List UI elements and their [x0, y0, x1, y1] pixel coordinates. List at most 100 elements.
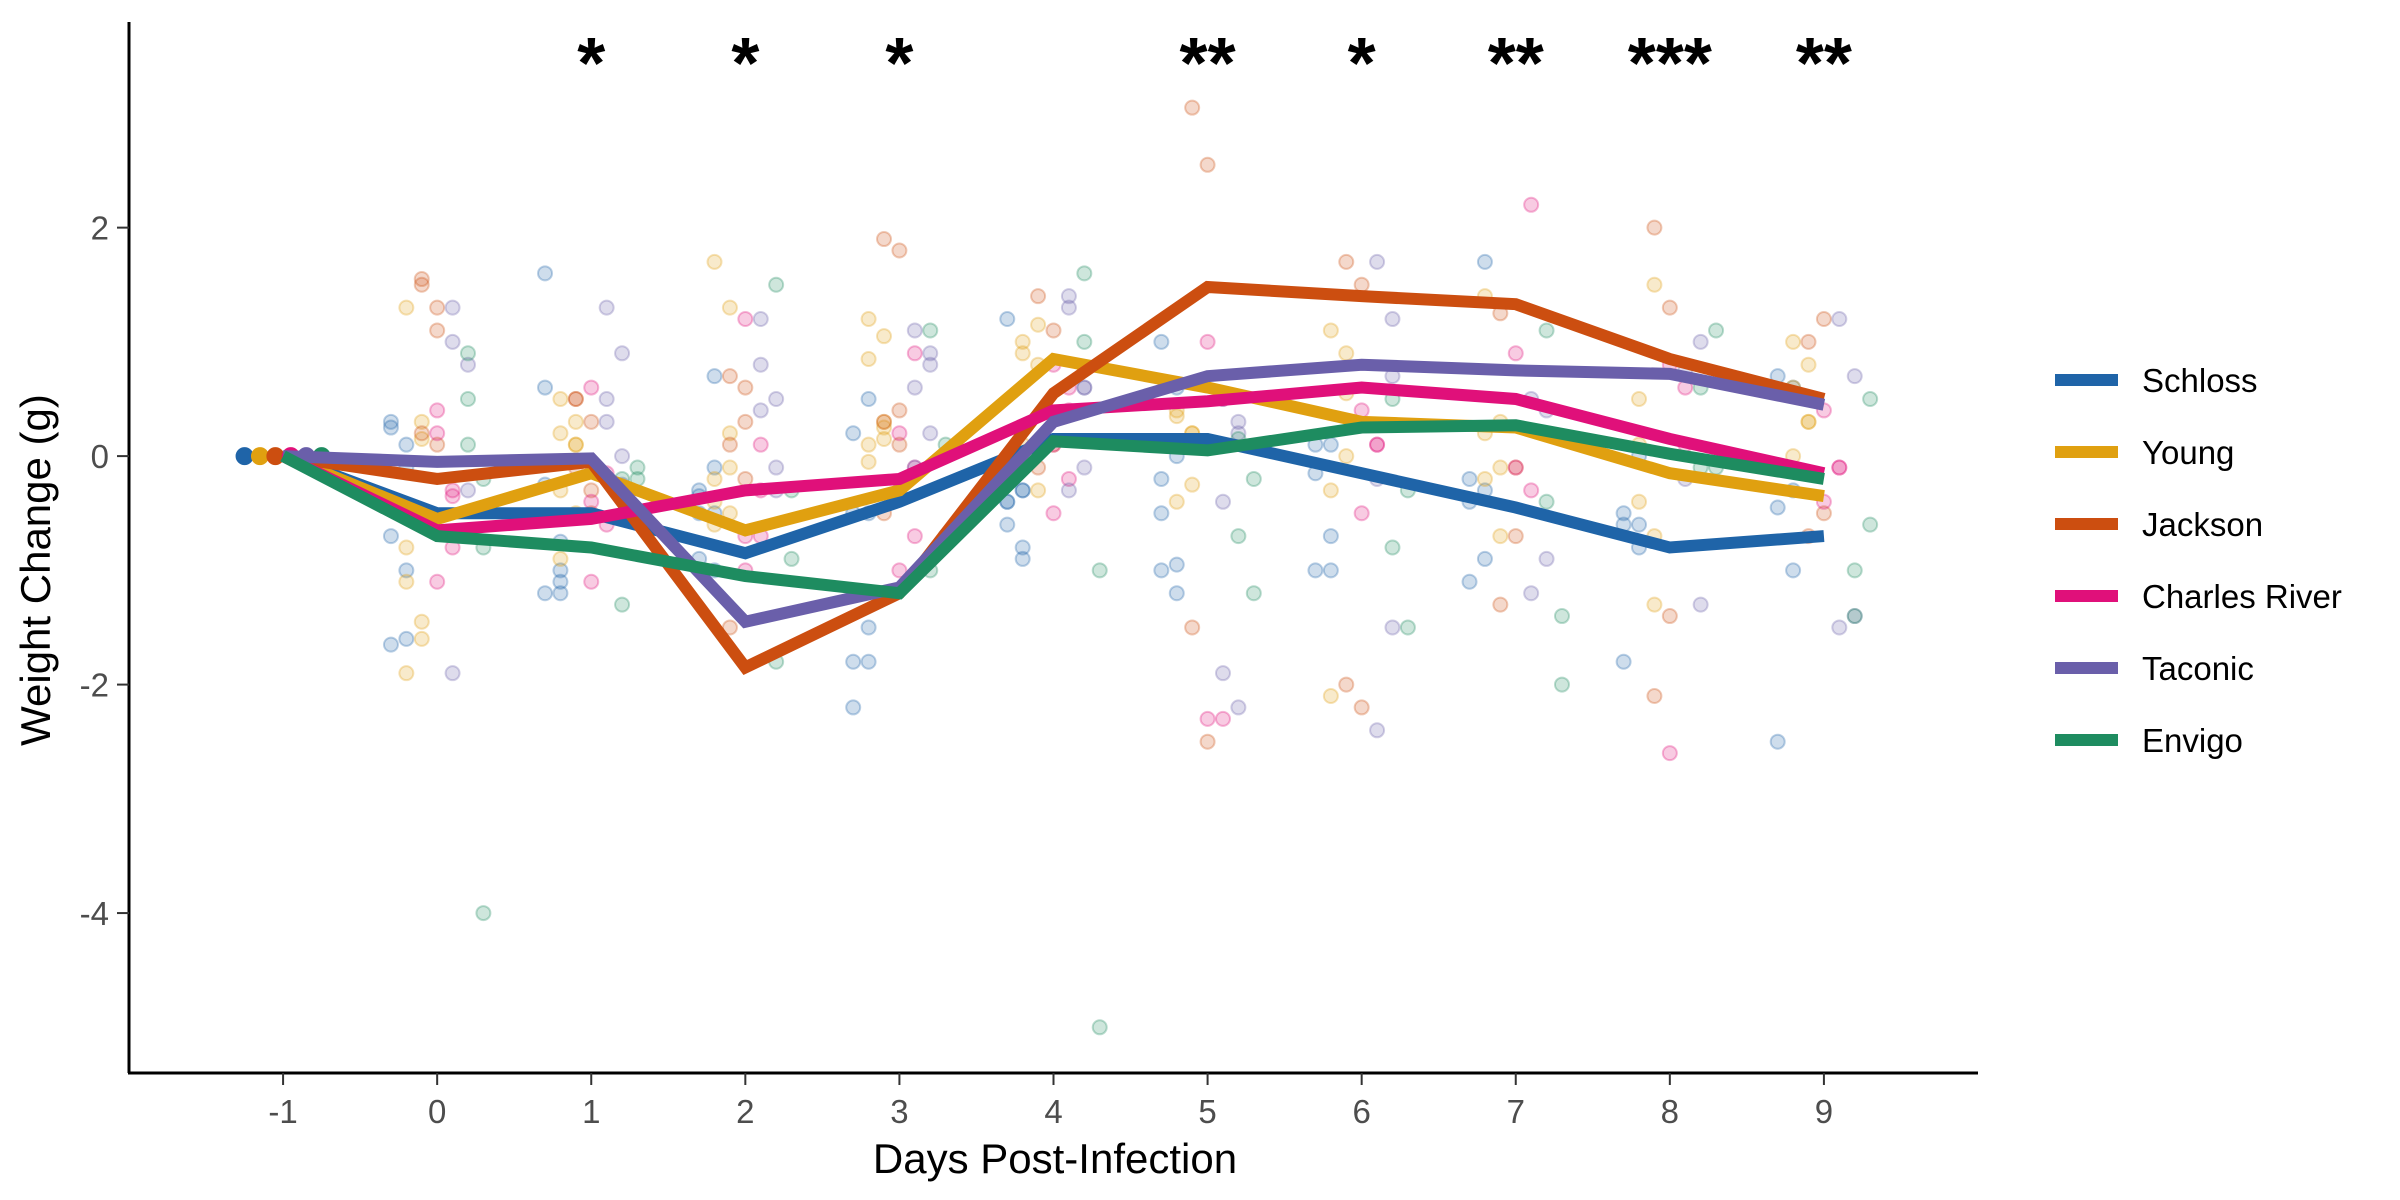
- data-point-jackson: [583, 413, 600, 430]
- data-point-young: [706, 253, 723, 270]
- data-point-young: [1646, 276, 1663, 293]
- data-point-young: [398, 665, 415, 682]
- data-point-charles-river: [891, 562, 908, 579]
- data-point-schloss: [860, 653, 877, 670]
- data-point-envigo: [1091, 562, 1108, 579]
- data-point-young: [567, 413, 584, 430]
- data-point-jackson: [1815, 505, 1832, 522]
- data-point-envigo: [1538, 322, 1555, 339]
- data-point-envigo: [1553, 608, 1570, 625]
- data-point-schloss: [1769, 733, 1786, 750]
- data-point-charles-river: [1045, 505, 1062, 522]
- data-point-jackson: [567, 390, 584, 407]
- data-point-schloss: [1476, 550, 1493, 567]
- significance-marker: *: [885, 24, 913, 104]
- data-point-schloss: [1615, 653, 1632, 670]
- data-point-taconic: [1214, 493, 1231, 510]
- data-point-young: [1476, 470, 1493, 487]
- data-point-jackson: [1661, 608, 1678, 625]
- data-point-jackson: [721, 436, 738, 453]
- legend-label: Taconic: [2142, 650, 2254, 687]
- data-point-taconic: [1230, 699, 1247, 716]
- data-point-charles-river: [583, 493, 600, 510]
- data-point-young: [860, 311, 877, 328]
- data-point-schloss: [1615, 505, 1632, 522]
- data-point-envigo: [1862, 390, 1879, 407]
- significance-marker: ***: [1628, 24, 1712, 104]
- data-point-schloss: [845, 653, 862, 670]
- data-point-jackson: [1353, 699, 1370, 716]
- data-point-taconic: [1060, 482, 1077, 499]
- data-point-jackson: [429, 436, 446, 453]
- data-point-charles-river: [429, 402, 446, 419]
- data-point-young: [1030, 316, 1047, 333]
- data-point-schloss: [1476, 253, 1493, 270]
- data-point-young: [1492, 459, 1509, 476]
- data-point-young: [1322, 688, 1339, 705]
- data-point-envigo: [1245, 470, 1262, 487]
- data-point-taconic: [444, 333, 461, 350]
- data-point-schloss: [1769, 499, 1786, 516]
- data-point-young: [1646, 596, 1663, 613]
- data-point-young: [1322, 322, 1339, 339]
- data-point-charles-river: [1523, 196, 1540, 213]
- data-point-schloss: [1168, 585, 1185, 602]
- data-point-schloss: [1014, 550, 1031, 567]
- data-point-taconic: [1846, 368, 1863, 385]
- data-point-taconic: [1692, 596, 1709, 613]
- data-point-charles-river: [1214, 710, 1231, 727]
- data-point-taconic: [598, 299, 615, 316]
- data-point-envigo: [1862, 516, 1879, 533]
- data-point-schloss: [398, 436, 415, 453]
- ticks: -1 0 1 2 3 4 5 6 7 8 9 -4 -2 0 2: [80, 210, 1833, 1130]
- data-point-jackson: [1184, 99, 1201, 116]
- data-point-charles-river: [1831, 459, 1848, 476]
- data-point-jackson: [1353, 276, 1370, 293]
- significance-marker: *: [731, 24, 759, 104]
- data-point-taconic: [614, 448, 631, 465]
- data-point-charles-river: [737, 311, 754, 328]
- data-point-charles-river: [583, 573, 600, 590]
- data-point-taconic: [1060, 299, 1077, 316]
- data-point-young: [413, 430, 430, 447]
- data-point-jackson: [737, 470, 754, 487]
- data-point-taconic: [1831, 311, 1848, 328]
- x-tick-label: 1: [582, 1093, 600, 1130]
- data-point-envigo: [1538, 493, 1555, 510]
- data-point-schloss: [1168, 556, 1185, 573]
- data-point-young: [552, 390, 569, 407]
- data-point-envigo: [1846, 562, 1863, 579]
- data-point-taconic: [752, 402, 769, 419]
- data-point-taconic: [1076, 379, 1093, 396]
- data-point-young: [1014, 345, 1031, 362]
- data-point-envigo: [922, 322, 939, 339]
- data-point-schloss: [537, 585, 554, 602]
- data-point-taconic: [922, 425, 939, 442]
- significance-marker: **: [1180, 24, 1236, 104]
- data-point-jackson: [1646, 219, 1663, 236]
- data-point-schloss: [1461, 470, 1478, 487]
- data-point-charles-river: [1507, 459, 1524, 476]
- data-point-taconic: [752, 311, 769, 328]
- data-point-schloss: [382, 528, 399, 545]
- series-line-jackson: [282, 280, 1826, 675]
- data-point-jackson: [876, 231, 893, 248]
- data-point-charles-river: [429, 573, 446, 590]
- x-tick-label: -1: [268, 1093, 297, 1130]
- data-point-jackson: [413, 276, 430, 293]
- data-point-charles-river: [906, 345, 923, 362]
- data-point-jackson: [1184, 619, 1201, 636]
- data-point-young: [860, 351, 877, 368]
- x-axis-title: Days Post-Infection: [873, 1135, 1237, 1182]
- data-point-jackson: [1045, 322, 1062, 339]
- data-point-jackson: [737, 413, 754, 430]
- data-point-young: [876, 413, 893, 430]
- data-point-schloss: [860, 390, 877, 407]
- data-point-jackson: [721, 619, 738, 636]
- data-point-jackson: [891, 402, 908, 419]
- data-point-charles-river: [1507, 345, 1524, 362]
- data-point-envigo: [1846, 608, 1863, 625]
- x-tick-label: 5: [1198, 1093, 1216, 1130]
- data-point-taconic: [459, 356, 476, 373]
